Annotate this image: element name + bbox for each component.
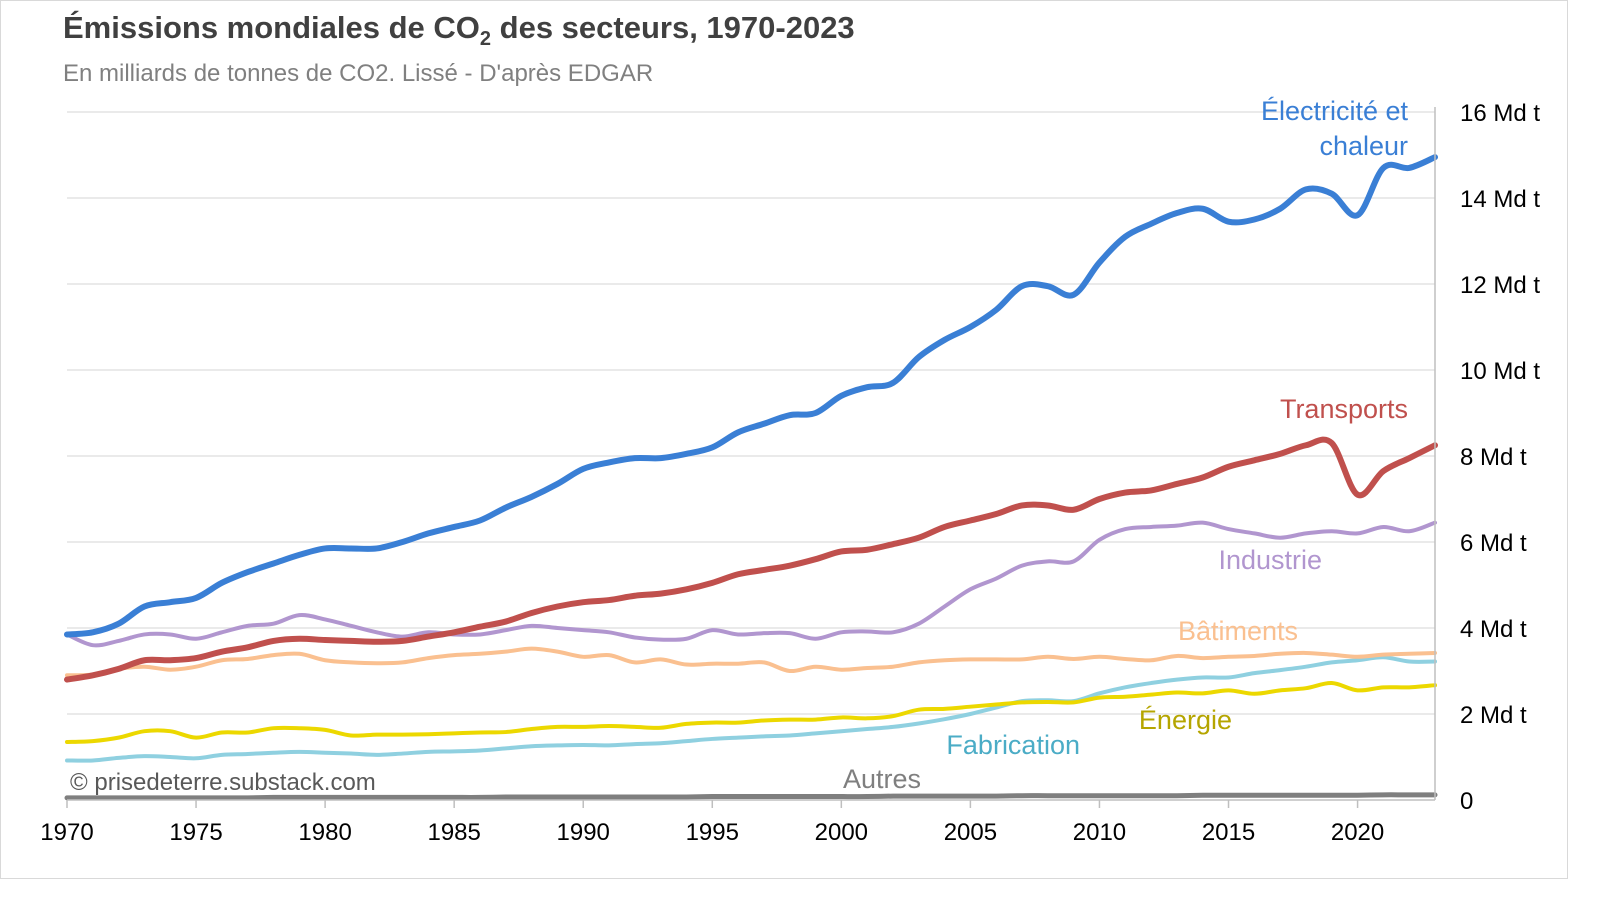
series-line-3 — [65, 520, 1437, 648]
series-line-5 — [65, 681, 1437, 744]
chart-frame — [0, 0, 1568, 879]
x-tick-label: 2015 — [1202, 819, 1255, 846]
chart-title: Émissions mondiales de CO2 des secteurs,… — [63, 10, 855, 51]
title-rest: des secteurs, 1970-2023 — [491, 10, 855, 45]
series-label: Énergie — [1139, 705, 1232, 735]
x-tick-label: 1990 — [557, 819, 610, 846]
x-tick-label: 2005 — [944, 819, 997, 846]
x-tick-label: 1995 — [686, 819, 739, 846]
x-tick-label: 1980 — [298, 819, 351, 846]
y-tick-label: 4 Md t — [1460, 616, 1527, 643]
series-line-2 — [64, 436, 1438, 683]
y-tick-label: 6 Md t — [1460, 530, 1527, 557]
series-label: Industrie — [1218, 545, 1322, 575]
series-label: Transports — [1280, 394, 1408, 424]
x-tick-label: 1975 — [169, 819, 222, 846]
copyright-text: © prisedeterre.substack.com — [70, 769, 376, 796]
x-tick-label: 1985 — [427, 819, 480, 846]
series-line-4 — [65, 646, 1437, 678]
series-line-7 — [64, 792, 1438, 801]
y-tick-label: 8 Md t — [1460, 444, 1527, 471]
x-tick-label: 2020 — [1331, 819, 1384, 846]
series-line-6 — [65, 655, 1437, 763]
y-tick-label: 12 Md t — [1460, 272, 1540, 299]
series-line-1 — [64, 154, 1438, 638]
chart-subtitle: En milliards de tonnes de CO2. Lissé - D… — [63, 60, 654, 87]
series-label: Autres — [843, 764, 921, 794]
y-tick-label: 14 Md t — [1460, 186, 1540, 213]
series-label: Électricité et — [1261, 96, 1409, 126]
title-main: Émissions mondiales de CO — [63, 10, 480, 45]
y-tick-label: 10 Md t — [1460, 358, 1540, 385]
x-tick-label: 1970 — [40, 819, 93, 846]
series-label: Bâtiments — [1178, 616, 1298, 646]
x-tick-label: 2000 — [815, 819, 868, 846]
y-tick-label: 0 — [1460, 788, 1473, 815]
series-label-line2: chaleur — [1319, 131, 1408, 161]
y-tick-label: 2 Md t — [1460, 702, 1527, 729]
x-tick-label: 2010 — [1073, 819, 1126, 846]
y-tick-label: 16 Md t — [1460, 100, 1540, 127]
series-label: Fabrication — [946, 730, 1080, 760]
title-subscript: 2 — [479, 28, 492, 51]
